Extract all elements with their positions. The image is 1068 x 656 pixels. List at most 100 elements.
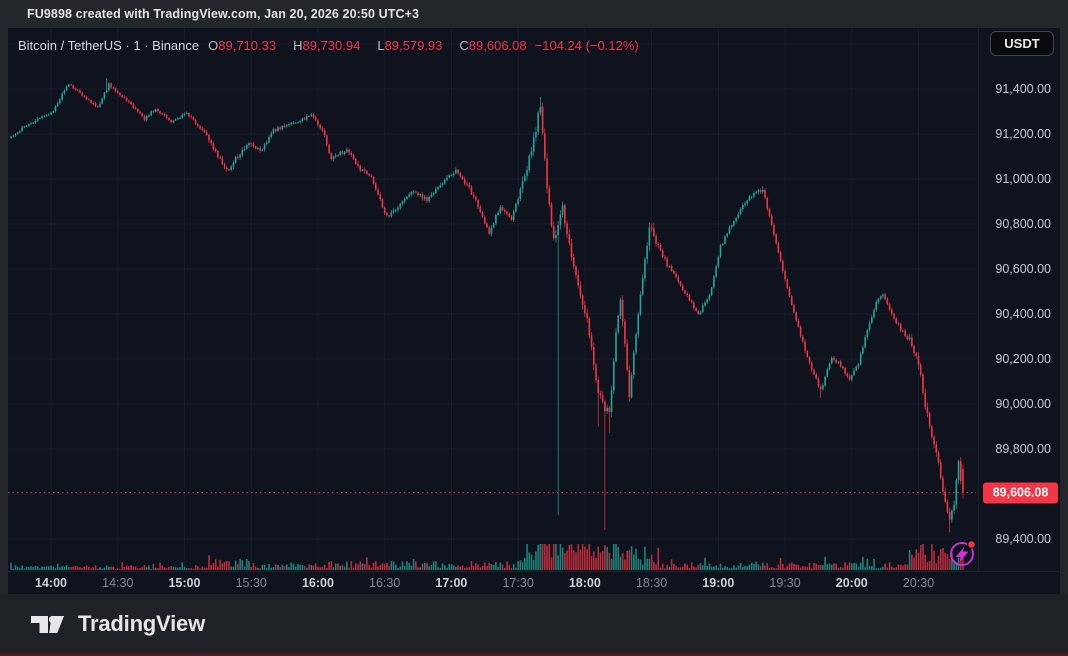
volume-bar bbox=[286, 564, 288, 570]
volume-bar bbox=[139, 568, 141, 570]
candle-body bbox=[401, 201, 404, 204]
volume-bar bbox=[599, 552, 602, 570]
price-axis[interactable]: 91,400.00 91,200.00 91,000.00 90,800.00 90,6… bbox=[978, 28, 1060, 571]
volume-bar bbox=[288, 567, 290, 570]
candle-body bbox=[432, 193, 435, 195]
volume-bar bbox=[648, 558, 651, 570]
volume-bar bbox=[942, 547, 944, 570]
candle-body bbox=[908, 337, 911, 340]
volume-bar bbox=[361, 563, 364, 570]
candlestick-plot[interactable] bbox=[8, 28, 978, 594]
volume-bar bbox=[815, 563, 817, 570]
volume-bar bbox=[784, 568, 786, 570]
candle-body bbox=[317, 120, 319, 126]
volume-bar bbox=[521, 562, 524, 570]
candle-body bbox=[343, 151, 346, 154]
volume-bar bbox=[268, 564, 270, 570]
volume-bar bbox=[733, 565, 735, 570]
volume-bar bbox=[828, 563, 831, 570]
candle-body bbox=[664, 256, 666, 259]
volume-bar bbox=[14, 565, 17, 570]
candle-body bbox=[217, 151, 219, 158]
currency-toggle-button[interactable]: USDT bbox=[990, 31, 1054, 56]
candle-body bbox=[764, 190, 766, 198]
candle-body bbox=[61, 93, 63, 100]
volume-bar bbox=[592, 551, 595, 570]
volume-bar bbox=[395, 564, 397, 570]
volume-bar bbox=[866, 558, 869, 570]
candle-body bbox=[715, 266, 717, 277]
volume-bar bbox=[252, 563, 255, 570]
candle-body bbox=[606, 407, 608, 412]
volume-bar bbox=[490, 564, 493, 570]
symbol-legend: Bitcoin / TetherUS · 1 · Binance O 89,71… bbox=[18, 36, 639, 54]
tradingview-logo-icon[interactable] bbox=[30, 610, 66, 638]
candle-body bbox=[165, 115, 168, 118]
candle-body bbox=[782, 260, 784, 272]
candle-body bbox=[777, 243, 780, 253]
volume-bar bbox=[423, 562, 426, 570]
candle-body bbox=[103, 92, 106, 99]
time-axis[interactable]: 14:00 14:30 15:00 15:30 16:00 16:30 17:00 17:30… bbox=[8, 571, 1060, 594]
candle-body bbox=[88, 99, 90, 101]
volume-bar bbox=[717, 568, 720, 570]
candle-body bbox=[824, 376, 826, 386]
price-tick-label: 90,000.00 bbox=[995, 397, 1051, 411]
volume-bar bbox=[595, 557, 597, 570]
volume-bar bbox=[668, 566, 671, 570]
candle-body bbox=[210, 140, 212, 144]
price-tick-label: 90,200.00 bbox=[995, 352, 1051, 366]
candle-body bbox=[121, 95, 124, 98]
candle-body bbox=[39, 118, 41, 119]
volume-bar bbox=[762, 562, 764, 570]
volume-bar bbox=[183, 566, 186, 570]
time-tick-label: 19:00 bbox=[702, 576, 735, 590]
volume-bar bbox=[873, 558, 875, 570]
volume-bar bbox=[208, 555, 210, 570]
volume-bar bbox=[446, 567, 448, 570]
volume-bar bbox=[103, 567, 106, 570]
candle-body bbox=[641, 278, 644, 295]
volume-bar bbox=[924, 554, 926, 570]
volume-bar bbox=[179, 567, 181, 570]
candle-body bbox=[192, 117, 195, 120]
candle-body bbox=[448, 175, 450, 178]
candle-body bbox=[290, 122, 293, 125]
flash-event-icon[interactable] bbox=[944, 536, 984, 572]
volume-bar bbox=[886, 567, 889, 570]
candle-body bbox=[463, 179, 466, 184]
candle-body bbox=[946, 501, 949, 512]
candle-body bbox=[168, 117, 170, 121]
volume-bar bbox=[257, 567, 259, 570]
chart-pane[interactable] bbox=[8, 28, 1060, 594]
candle-body bbox=[372, 176, 375, 184]
candle-body bbox=[143, 116, 146, 120]
volume-bar bbox=[859, 562, 862, 570]
candle-body bbox=[417, 192, 419, 196]
tradingview-brand-text[interactable]: TradingView bbox=[78, 610, 205, 636]
symbol-title[interactable]: Bitcoin / TetherUS · 1 · Binance bbox=[18, 37, 200, 53]
volume-bar bbox=[119, 568, 121, 570]
volume-bar bbox=[879, 567, 882, 570]
volume-bar bbox=[368, 565, 370, 570]
volume-bar bbox=[588, 544, 591, 570]
candle-body bbox=[455, 169, 457, 174]
volume-bar bbox=[357, 564, 359, 570]
volume-bar bbox=[136, 568, 139, 570]
volume-bar bbox=[524, 557, 526, 570]
volume-bar bbox=[448, 563, 450, 570]
candle-body bbox=[693, 302, 695, 309]
candle-body bbox=[808, 357, 811, 363]
candle-body bbox=[637, 314, 640, 335]
volume-bar bbox=[274, 564, 277, 570]
volume-bar bbox=[719, 563, 722, 570]
volume-bar bbox=[788, 563, 791, 570]
candle-body bbox=[294, 122, 297, 124]
candle-body bbox=[730, 225, 733, 228]
volume-bar bbox=[748, 564, 751, 570]
volume-bar bbox=[426, 562, 428, 570]
candle-body bbox=[70, 84, 72, 86]
volume-bar bbox=[185, 567, 188, 570]
price-tick-label: 91,400.00 bbox=[995, 82, 1051, 96]
volume-bar bbox=[906, 564, 909, 570]
